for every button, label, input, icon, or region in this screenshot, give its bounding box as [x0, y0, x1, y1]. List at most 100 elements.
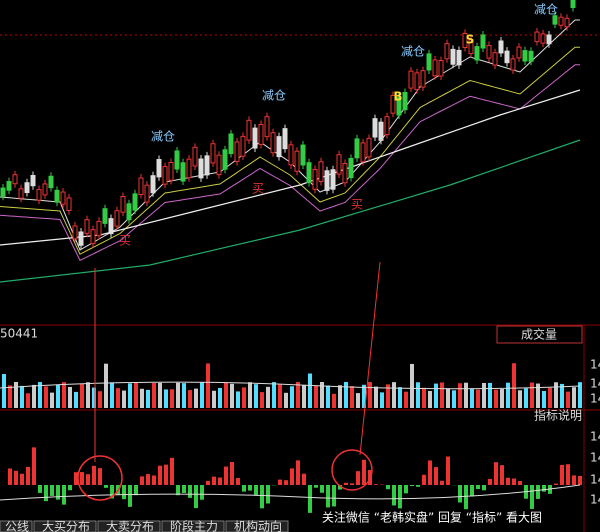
volume-title[interactable]: 成交量: [521, 327, 557, 342]
volume-bar: [194, 388, 198, 408]
candle-body: [426, 53, 432, 71]
volume-bar: [206, 363, 210, 408]
candle-body: [276, 136, 282, 158]
candle-body: [390, 94, 396, 114]
indicator-bar: [518, 481, 522, 485]
candle-body: [456, 49, 462, 66]
indicator-bar: [362, 459, 366, 485]
indicator-bar: [542, 485, 546, 492]
indicator-bar: [566, 464, 570, 485]
indicator-bar: [68, 485, 72, 491]
volume-bar: [110, 382, 114, 408]
candle-body: [222, 149, 228, 170]
indicator-bar: [152, 475, 156, 485]
candle-body: [246, 119, 252, 141]
volume-bar: [284, 392, 288, 408]
candle-body: [258, 123, 264, 145]
indicator-bar: [254, 485, 258, 496]
indicator-bar: [284, 480, 288, 485]
tab-label[interactable]: 大卖分布: [106, 520, 154, 532]
tab[interactable]: [33, 520, 97, 532]
stock-code: 50441: [0, 327, 38, 341]
reduce-label: 减仓: [534, 3, 558, 17]
volume-bar: [38, 382, 42, 408]
candle-body: [96, 220, 102, 237]
candle-body: [546, 34, 552, 45]
volume-bar: [362, 384, 366, 408]
indicator-title[interactable]: 指标说明: [534, 408, 582, 423]
candle-body: [300, 144, 306, 166]
candle-body: [12, 174, 18, 185]
tab[interactable]: [0, 520, 33, 532]
candle-body: [462, 32, 468, 49]
indicator-bar: [536, 485, 540, 499]
volume-bar: [572, 387, 576, 408]
volume-bar: [218, 387, 222, 408]
indicator-bar: [32, 447, 36, 485]
volume-bar: [146, 389, 150, 408]
indicator-bars: [0, 447, 582, 513]
indicator-bar: [440, 480, 444, 485]
buy-label: 买: [351, 198, 363, 212]
volume-bar: [350, 386, 354, 408]
axis-label: 14: [590, 493, 600, 507]
volume-bar: [296, 382, 300, 408]
indicator-bar: [410, 485, 414, 487]
candle-body: [534, 31, 540, 43]
candle-body: [102, 208, 108, 224]
volume-bar: [380, 392, 384, 408]
indicator-bar: [302, 473, 306, 485]
candle-body: [174, 150, 180, 170]
tab[interactable]: [161, 520, 225, 532]
indicator-bar: [530, 485, 534, 509]
volume-bar: [566, 391, 570, 408]
candle-body: [114, 210, 120, 227]
indicator-bar: [80, 472, 84, 485]
indicator-bar: [488, 478, 492, 485]
tab-label[interactable]: 大买分布: [42, 520, 90, 532]
indicator-bar: [398, 485, 402, 509]
volume-bar: [398, 387, 402, 408]
tab[interactable]: [97, 520, 161, 532]
indicator-bar: [122, 485, 126, 500]
volume-bar: [500, 389, 504, 408]
candle-body: [408, 70, 414, 89]
indicator-bar: [224, 466, 228, 485]
candle-body: [444, 43, 450, 60]
tab-label[interactable]: 阶段主力: [170, 519, 218, 532]
candle-body: [564, 17, 570, 28]
indicator-bar: [476, 485, 480, 490]
indicator-bar: [428, 460, 432, 485]
volume-bar: [260, 392, 264, 408]
tab[interactable]: [225, 520, 289, 532]
volume-bar: [290, 386, 294, 408]
indicator-bar: [164, 464, 168, 485]
volume-bar: [548, 387, 552, 408]
volume-bar: [80, 384, 84, 408]
indicator-bar: [446, 456, 450, 485]
indicator-bar: [56, 485, 60, 500]
moving-average: [0, 139, 581, 283]
volume-bar: [128, 383, 132, 408]
indicator-bar: [194, 485, 198, 509]
indicator-bar: [104, 485, 108, 488]
tab-label[interactable]: 机构动向: [234, 519, 282, 532]
candle-body: [90, 229, 96, 245]
candle-body: [492, 52, 498, 66]
candle-body: [528, 50, 534, 62]
candle-body: [396, 97, 402, 116]
indicator-bar: [404, 485, 408, 494]
candle-body: [30, 174, 36, 187]
candle-body: [66, 197, 72, 211]
volume-bar: [554, 382, 558, 408]
indicator-bar: [38, 485, 42, 493]
tab-label[interactable]: 公线: [5, 520, 29, 532]
volume-title-box[interactable]: [496, 325, 583, 344]
reduce-label: 减仓: [401, 45, 425, 59]
volume-bar: [332, 393, 336, 408]
candle-body: [108, 218, 114, 235]
indicator-bar: [248, 485, 252, 491]
candle-body: [126, 203, 132, 221]
volume-bar: [488, 382, 492, 408]
volume-bar: [314, 385, 318, 408]
